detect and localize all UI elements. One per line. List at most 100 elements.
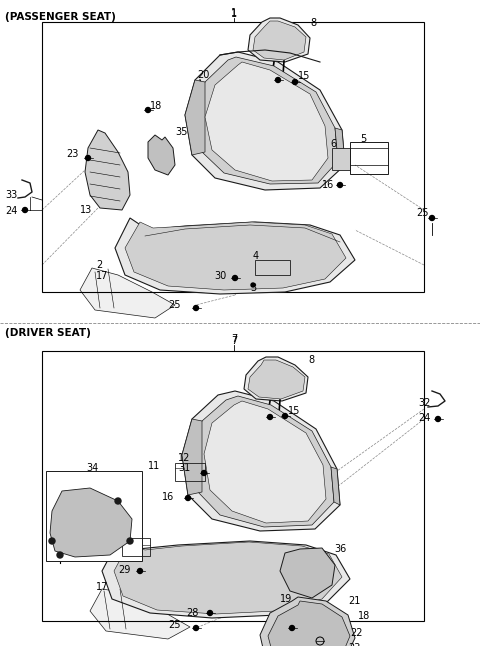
Text: 7: 7 (231, 336, 237, 346)
Circle shape (337, 183, 343, 187)
Text: 29: 29 (118, 565, 131, 575)
Text: 17: 17 (96, 271, 108, 281)
Polygon shape (205, 62, 328, 181)
Circle shape (115, 498, 121, 504)
Text: 22: 22 (350, 628, 362, 638)
Text: 21: 21 (348, 596, 360, 606)
Text: 24: 24 (418, 413, 431, 423)
Circle shape (289, 625, 295, 630)
Text: 36: 36 (334, 544, 346, 554)
Polygon shape (114, 542, 342, 614)
Text: 17: 17 (96, 582, 108, 592)
Text: 4: 4 (253, 251, 259, 261)
Polygon shape (182, 419, 202, 495)
Circle shape (127, 538, 133, 544)
Text: 9: 9 (106, 531, 112, 541)
Circle shape (137, 568, 143, 574)
Text: 15: 15 (288, 406, 300, 416)
Polygon shape (280, 548, 335, 598)
Text: 14: 14 (255, 408, 267, 418)
Circle shape (283, 413, 288, 419)
Text: 25: 25 (168, 620, 180, 630)
Circle shape (207, 610, 213, 616)
Polygon shape (102, 541, 350, 618)
Text: 2: 2 (96, 260, 102, 270)
Polygon shape (50, 488, 132, 557)
Bar (42, 351, 424, 621)
Text: 31: 31 (178, 463, 190, 473)
Circle shape (251, 283, 255, 287)
Text: (PASSENGER SEAT): (PASSENGER SEAT) (5, 12, 116, 22)
Polygon shape (248, 360, 305, 399)
Text: 16: 16 (162, 492, 174, 502)
Text: 24: 24 (5, 206, 17, 216)
Text: 16: 16 (322, 180, 334, 190)
Polygon shape (268, 601, 350, 646)
Text: 1: 1 (231, 8, 237, 18)
Text: 15: 15 (298, 71, 311, 81)
Text: (DRIVER SEAT): (DRIVER SEAT) (5, 328, 91, 338)
Text: 8: 8 (308, 355, 314, 365)
Circle shape (57, 552, 63, 558)
Text: 30: 30 (214, 271, 226, 281)
Bar (255, 260, 290, 275)
Text: 8: 8 (310, 18, 316, 28)
Text: 34: 34 (86, 463, 98, 473)
Text: 23: 23 (348, 643, 360, 646)
Text: 33: 33 (5, 190, 17, 200)
Circle shape (267, 415, 273, 419)
Text: 3: 3 (250, 283, 256, 293)
Text: 35: 35 (175, 127, 187, 137)
Polygon shape (85, 130, 130, 210)
Text: 19: 19 (280, 594, 292, 604)
Text: 13: 13 (80, 205, 92, 215)
Polygon shape (248, 18, 310, 62)
Polygon shape (80, 268, 175, 318)
Text: 5: 5 (360, 134, 366, 144)
Text: 10: 10 (128, 531, 140, 541)
Text: 18: 18 (358, 611, 370, 621)
Text: 7: 7 (231, 334, 237, 344)
Circle shape (145, 107, 151, 112)
Circle shape (276, 78, 280, 83)
Bar (332, 148, 350, 170)
Polygon shape (204, 401, 326, 523)
Polygon shape (182, 391, 340, 531)
Text: 25: 25 (168, 300, 180, 310)
Bar (42, 22, 424, 292)
Circle shape (193, 306, 199, 311)
Polygon shape (192, 396, 334, 527)
Polygon shape (331, 467, 340, 505)
Polygon shape (335, 128, 345, 165)
Circle shape (430, 216, 434, 220)
Polygon shape (185, 80, 205, 155)
Polygon shape (125, 222, 346, 290)
Circle shape (193, 625, 199, 630)
Circle shape (85, 156, 91, 160)
Text: 11: 11 (148, 461, 160, 471)
Polygon shape (253, 21, 306, 60)
Polygon shape (196, 57, 338, 184)
Circle shape (23, 207, 27, 213)
Text: 14: 14 (260, 73, 272, 83)
Circle shape (435, 417, 441, 421)
Circle shape (232, 275, 238, 280)
Polygon shape (90, 589, 190, 639)
Text: 32: 32 (418, 398, 431, 408)
Circle shape (185, 495, 191, 501)
Bar (175, 463, 205, 481)
Text: 25: 25 (416, 208, 429, 218)
Text: 12: 12 (178, 453, 191, 463)
Polygon shape (148, 135, 175, 175)
Bar (350, 142, 388, 174)
Text: 1: 1 (231, 9, 237, 19)
Circle shape (49, 538, 55, 544)
Circle shape (202, 470, 206, 475)
Polygon shape (185, 52, 345, 190)
Circle shape (292, 79, 298, 85)
Bar (122, 538, 150, 556)
Text: 6: 6 (330, 139, 336, 149)
Text: 20: 20 (197, 70, 209, 80)
Polygon shape (260, 597, 355, 646)
Polygon shape (244, 357, 308, 401)
